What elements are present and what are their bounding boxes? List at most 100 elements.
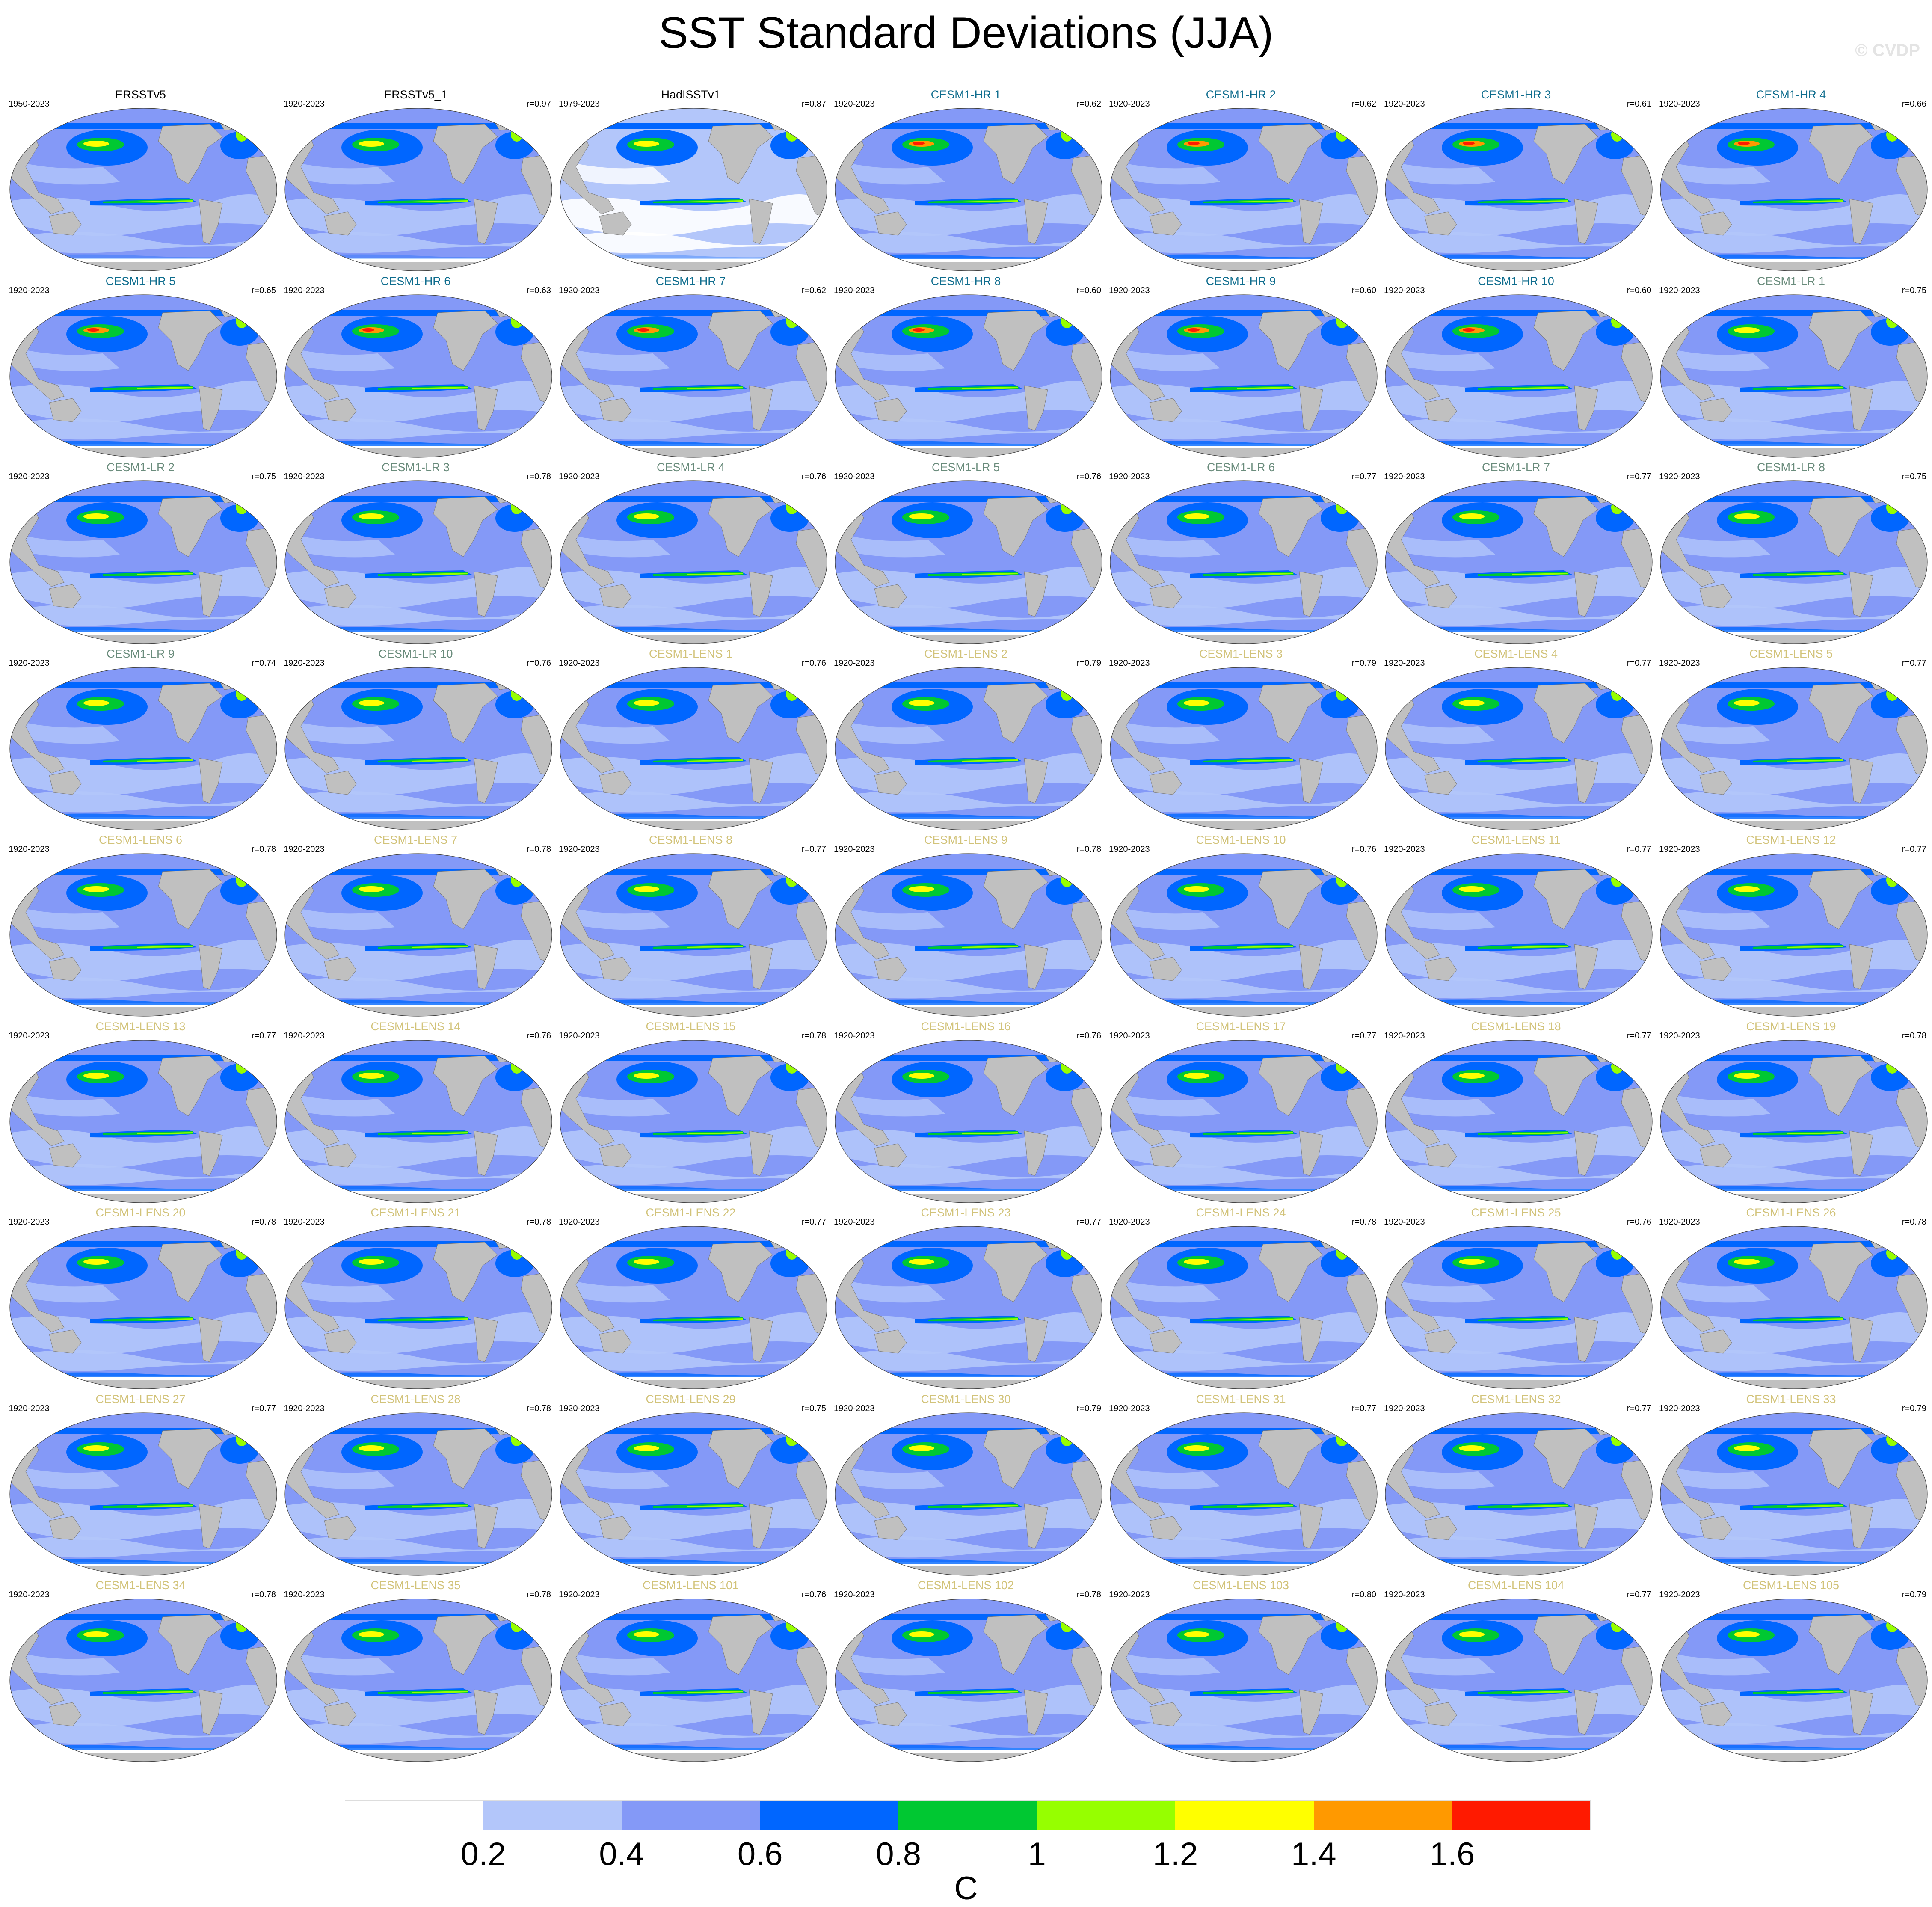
low-variability-patch [1397,163,1495,185]
low-variability-band [851,232,1099,253]
low-variability-patch [1397,908,1495,930]
southern-edge-band [10,1745,277,1750]
sst-map [835,853,1102,1017]
north-america-land [1533,869,1598,930]
africa-europe-land [796,899,827,964]
north-america-land [158,1242,223,1302]
sst-map [1660,108,1928,271]
arctic-hotspot [39,125,56,130]
north-pacific-max [87,328,99,332]
map-panel: CESM1-LR 2 1920-2023 r=0.75 [3,461,279,647]
low-variability-band [851,1723,1099,1744]
arctic-hotspot [314,498,331,502]
panel-pattern-correlation: r=0.75 [1902,472,1926,481]
antarctica-land [1385,1193,1652,1203]
panel-pattern-correlation: r=0.79 [1351,658,1376,668]
panel-years: 1920-2023 [1384,658,1425,668]
panel-pattern-correlation: r=0.79 [1076,1403,1101,1413]
panel-pattern-correlation: r=0.62 [1351,99,1376,109]
panel-pattern-correlation: r=0.79 [1902,1403,1926,1413]
equatorial-peak [1512,1318,1568,1320]
low-variability-band [576,1350,824,1371]
southern-edge-band [10,999,277,1005]
north-pacific-peak [359,700,384,706]
low-variability-patch [1122,163,1220,185]
australia-land [49,584,82,608]
australia-land [1424,1516,1457,1540]
map-frame [834,1598,1103,1763]
low-variability-band [851,791,1099,812]
antarctica-land [1385,1380,1652,1389]
southern-edge-band [285,627,552,632]
antarctica-land [10,1007,277,1016]
north-pacific-peak [1734,1259,1760,1265]
sst-map [1110,1226,1378,1389]
arctic-hotspot [314,125,331,130]
australia-land [1699,1702,1732,1726]
low-variability-band [1401,1536,1649,1557]
africa-europe-land [1346,340,1377,405]
equatorial-peak [137,1691,193,1693]
colorbar-swatch [1175,1800,1314,1830]
low-variability-band [1126,1536,1374,1557]
panel-title: CESM1-LR 9 [106,647,175,660]
equatorial-peak [687,759,743,762]
north-america-land [433,310,498,371]
equatorial-peak [687,1318,743,1320]
southern-edge-band [835,1372,1102,1377]
equatorial-peak [1787,1504,1843,1507]
low-variability-patch [21,349,120,371]
panel-pattern-correlation: r=0.77 [1351,472,1376,481]
antarctica-land [560,1380,827,1389]
map-frame [1384,480,1653,645]
equatorial-peak [412,946,468,948]
panel-title: CESM1-LENS 4 [1474,647,1558,660]
panel-years: 1920-2023 [834,1217,875,1227]
australia-land [1699,211,1732,236]
southern-edge-band [835,1558,1102,1564]
north-america-land [1258,1614,1323,1675]
panel-pattern-correlation: r=0.61 [1627,99,1651,109]
north-pacific-peak [83,1631,109,1637]
panel-pattern-correlation: r=0.78 [1351,1217,1376,1227]
australia-land [1149,771,1182,795]
southern-edge-band [1385,627,1652,632]
arctic-hotspot [314,684,331,689]
southern-edge-band [10,440,277,446]
low-variability-band [851,977,1099,999]
map-panel: CESM1-HR 7 1920-2023 r=0.62 [553,275,829,461]
low-variability-patch [21,163,120,185]
panel-years: 1920-2023 [834,658,875,668]
panel-pattern-correlation: r=0.78 [526,1590,551,1599]
north-america-land [1258,1428,1323,1489]
map-frame [834,666,1103,831]
north-pacific-peak [1184,700,1209,706]
antarctica-land [10,1380,277,1389]
southern-edge-band [1660,999,1927,1005]
australia-land [1699,398,1732,422]
africa-europe-land [796,1458,827,1523]
africa-europe-land [246,340,277,405]
australia-land [599,1143,632,1167]
panel-pattern-correlation: r=0.77 [1627,1031,1651,1041]
southern-edge-band [1385,1558,1652,1564]
antarctica-land [1385,1753,1652,1762]
panel-title: CESM1-LR 5 [931,461,1000,474]
panel-years: 1950-2023 [9,99,50,109]
panel-title: CESM1-LENS 9 [924,833,1008,846]
low-variability-patch [21,721,120,744]
north-pacific-peak [359,141,384,147]
map-frame [1109,107,1378,272]
sst-map [835,1226,1102,1389]
north-pacific-peak [1734,1631,1760,1637]
panel-title: CESM1-LENS 32 [1471,1392,1561,1406]
north-america-land [158,869,223,930]
arctic-hotspot [1689,1057,1706,1062]
colorbar-tick-label: 0.6 [737,1836,783,1872]
map-frame [1384,1412,1653,1577]
panel-pattern-correlation: r=0.76 [801,472,826,481]
low-variability-patch [296,908,395,930]
low-variability-band [576,977,824,999]
africa-europe-land [1346,1272,1377,1337]
sst-map [560,1039,827,1203]
